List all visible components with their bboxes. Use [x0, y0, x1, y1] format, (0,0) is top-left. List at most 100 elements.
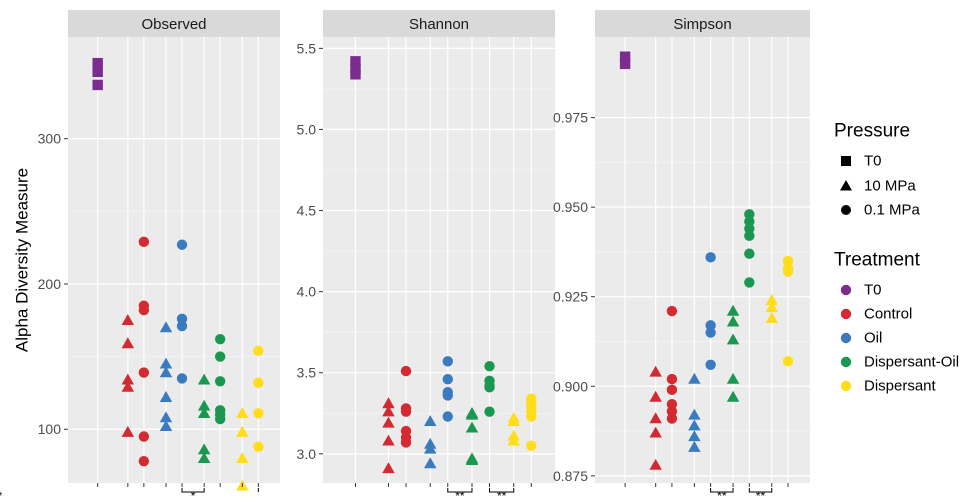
data-point-dispersant-triangle — [765, 311, 779, 323]
legend-label: 10 MPa — [864, 178, 916, 195]
significance-label: ** — [455, 489, 465, 502]
data-point-control-triangle — [121, 425, 135, 437]
data-point-t0-square — [619, 51, 631, 62]
y-tick-label: 0.950 — [553, 199, 588, 215]
data-point-control-circle — [400, 406, 412, 417]
legend-key-circle — [841, 205, 851, 215]
data-point-t0-square — [350, 69, 361, 80]
data-point-dispersant-oil-triangle — [465, 408, 479, 420]
data-point-dispersant-circle — [526, 440, 537, 451]
legend-key-oil — [840, 332, 852, 344]
data-point-dispersant-triangle — [765, 294, 779, 305]
data-point-control-triangle — [649, 426, 662, 438]
data-point-dispersant-triangle — [236, 425, 249, 437]
data-point-dispersant-oil-circle — [214, 351, 226, 362]
data-point-control-triangle — [649, 365, 662, 377]
data-point-oil-triangle — [159, 357, 173, 369]
data-point-dispersant-oil-triangle — [197, 443, 211, 455]
data-point-dispersant-oil-circle — [744, 277, 755, 288]
data-point-dispersant-circle — [526, 411, 537, 422]
data-point-oil-circle — [705, 327, 716, 338]
data-point-oil-triangle — [159, 411, 173, 423]
data-point-dispersant-oil-triangle — [726, 372, 740, 384]
data-point-control-circle — [138, 236, 150, 248]
data-point-control-circle — [666, 373, 678, 385]
legend-key-control — [840, 308, 852, 320]
legend-key-t0 — [840, 284, 852, 296]
significance-label: ** — [756, 489, 766, 502]
panel-simpson: Simpson 0.875 0.900 0.925 0.950 0.975 ** ** — [553, 10, 810, 502]
data-point-dispersant-triangle — [765, 301, 779, 313]
data-point-oil-triangle — [688, 430, 701, 442]
data-point-dispersant-oil-triangle — [726, 304, 740, 316]
data-point-control-triangle — [382, 434, 395, 446]
data-point-dispersant-circle — [253, 408, 264, 419]
data-point-oil-circle — [442, 356, 453, 367]
y-tick-label: 0.975 — [553, 110, 588, 126]
significance-bracket — [447, 488, 473, 493]
legend-key-dispersant-oil — [840, 356, 852, 368]
data-point-dispersant-oil-circle — [744, 230, 755, 242]
significance-bracket — [489, 488, 515, 493]
y-tick-label: 0.875 — [553, 468, 588, 484]
data-point-oil-triangle — [159, 420, 173, 432]
legend: Pressure T0 10 MPa 0.1 MPa Treatment T0 Contro… — [834, 121, 959, 395]
y-tick-label: 4.5 — [297, 203, 317, 219]
legend-label: Oil — [864, 330, 882, 347]
data-point-oil-triangle — [423, 457, 437, 469]
data-point-control-circle — [138, 367, 150, 378]
data-point-dispersant-circle — [782, 255, 794, 267]
y-tick-label: 5.5 — [297, 40, 317, 56]
data-point-oil-circle — [176, 313, 188, 325]
data-point-dispersant-triangle — [236, 407, 249, 418]
data-point-t0-square — [92, 79, 103, 91]
data-point-control-triangle — [382, 405, 395, 417]
data-point-dispersant-oil-circle — [214, 376, 226, 387]
data-point-oil-triangle — [688, 372, 701, 384]
significance-bracket — [748, 488, 773, 493]
data-point-oil-triangle — [423, 442, 437, 454]
data-point-oil-triangle — [159, 366, 173, 378]
data-point-control-triangle — [121, 380, 135, 392]
data-point-control-triangle — [649, 412, 662, 424]
chart-panels: Observed100200300**Shannon3.03.54.04.55.… — [0, 10, 810, 502]
legend-title: Treatment — [834, 250, 921, 271]
data-point-oil-triangle — [159, 391, 173, 402]
data-point-control-triangle — [649, 390, 662, 402]
data-point-control-triangle — [121, 337, 135, 349]
y-axis-label: Alpha Diversity Measure — [13, 168, 32, 352]
legend-key-dispersant — [840, 380, 852, 392]
y-tick-label: 0.900 — [553, 378, 588, 394]
data-point-t0-square — [350, 56, 361, 67]
data-point-dispersant-oil-triangle — [465, 454, 479, 465]
legend-label: T0 — [864, 282, 882, 299]
data-point-control-triangle — [382, 462, 395, 474]
data-point-oil-triangle — [688, 440, 701, 452]
data-point-dispersant-oil-triangle — [197, 399, 211, 411]
data-point-control-circle — [666, 413, 678, 424]
data-point-dispersant-oil-circle — [484, 406, 495, 417]
data-point-control-triangle — [649, 458, 662, 470]
data-point-control-triangle — [121, 314, 135, 325]
panel-observed: Observed 100 200 300 * * — [0, 10, 280, 502]
data-point-oil-triangle — [159, 321, 173, 333]
legend-label: Dispersant — [864, 378, 937, 395]
significance-label: ** — [497, 489, 507, 502]
data-point-dispersant-oil-circle — [744, 248, 755, 259]
data-point-control-circle — [138, 304, 150, 316]
legend-label: T0 — [864, 153, 882, 170]
data-point-dispersant-oil-circle — [214, 333, 226, 345]
data-point-dispersant-oil-triangle — [726, 315, 740, 327]
data-point-oil-circle — [705, 320, 716, 331]
data-point-dispersant-circle — [253, 345, 264, 356]
legend-label: 0.1 MPa — [864, 202, 921, 219]
data-point-oil-circle — [442, 411, 453, 422]
data-point-dispersant-oil-circle — [744, 223, 755, 234]
data-point-t0-square — [619, 58, 631, 70]
panel-title: Shannon — [409, 16, 469, 33]
data-point-dispersant-oil-triangle — [726, 390, 740, 402]
legend-treatment: Treatment T0 Control Oil Dispersant-Oil Dispe… — [834, 250, 959, 395]
data-point-oil-circle — [442, 390, 453, 401]
y-tick-label: 3.0 — [297, 446, 317, 462]
